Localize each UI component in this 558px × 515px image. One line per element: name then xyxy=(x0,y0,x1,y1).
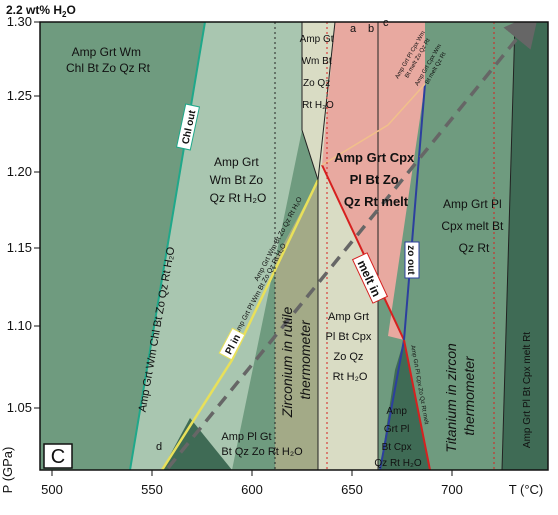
bottom-left-field xyxy=(162,418,232,470)
melt-field xyxy=(322,22,425,340)
melt-field-label: Amp Grt Cpx Pl Bt Zo Qz Rt melt xyxy=(334,150,418,209)
upper-boundary xyxy=(317,22,336,181)
zr-in-rutile-label: Zirconium in rutile thermometer xyxy=(279,303,313,418)
far-right-field xyxy=(502,22,548,470)
melt-top-boundary xyxy=(387,83,426,126)
far-right-field-label: Amp Grt Pl Bt Cpx melt Rt xyxy=(522,332,533,448)
pl-in-label-box xyxy=(218,327,246,361)
zo-out-label-box xyxy=(404,241,420,279)
water-content-header: 2.2 wt% H2O xyxy=(6,3,76,19)
y-tick-1.05: 1.05 xyxy=(7,400,32,415)
col-a-field-label: Amp Gt Wm Bt Zo Qz Rt H₂O xyxy=(300,34,337,111)
center-boundary xyxy=(301,22,319,470)
mid-upper-field-label: Amp Grt Wm Bt Zo Qz Rt H₂O xyxy=(210,155,267,205)
y-tick-1.30: 1.30 xyxy=(7,14,32,29)
x-tick-650: 650 xyxy=(341,482,363,497)
chl-out-line xyxy=(129,22,206,470)
x-tick-700: 700 xyxy=(441,482,463,497)
x-tick-600: 600 xyxy=(241,482,263,497)
letter-b: b xyxy=(368,23,374,35)
y-tick-1.10: 1.10 xyxy=(7,318,32,333)
plot-frame xyxy=(39,21,549,471)
letter-a: a xyxy=(350,23,357,35)
bottom-left-field-label: Amp Pl Gt Bt Qz Zo Rt H₂O xyxy=(221,431,303,458)
bottom-right-small-field-label: Amp Grt Pl Bt Cpx Qz Rt H₂O xyxy=(374,406,421,469)
zo-out-label: zo out xyxy=(405,245,416,275)
panel-label: C xyxy=(51,446,65,468)
far-right-boundary xyxy=(501,22,516,470)
right-field-label: Amp Grt Pl Cpx melt Bt Qz Rt xyxy=(441,197,506,255)
ti-in-zircon-label: Titanium in zircon thermometer xyxy=(443,339,477,452)
chl-out-label-box xyxy=(175,103,201,151)
dark-field xyxy=(380,340,430,470)
small-letter-labels: a b c d xyxy=(156,17,389,453)
melt-top-boundary-2 xyxy=(321,124,389,166)
melt-in-lower-line xyxy=(403,339,431,470)
mid-lower-field-label: Amp Grt Pl Bt Cpx Zo Qz Rt H₂O xyxy=(326,311,375,383)
x-axis: 500 550 600 650 700 T (°C) xyxy=(41,470,543,497)
melt-in-label-box xyxy=(351,252,389,304)
y-tick-1.20: 1.20 xyxy=(7,164,32,179)
letter-c: c xyxy=(383,17,389,29)
left-diag-field xyxy=(130,22,302,470)
y-axis-label: P (GPa) xyxy=(0,447,15,494)
x-tick-500: 500 xyxy=(41,482,63,497)
y-tick-1.25: 1.25 xyxy=(7,88,32,103)
x-tick-550: 550 xyxy=(141,482,163,497)
pl-in-line xyxy=(160,179,320,470)
y-tick-1.15: 1.15 xyxy=(7,240,32,255)
x-axis-label: T (°C) xyxy=(509,482,544,497)
panel-label-box xyxy=(43,443,73,469)
letter-d: d xyxy=(156,441,162,453)
plot-area xyxy=(40,22,548,470)
y-axis: 1.30 1.25 1.20 1.15 1.10 1.05 P (GPa) xyxy=(0,14,40,493)
pt-path-arrow xyxy=(166,22,540,470)
zr-rutile-zone xyxy=(275,180,318,470)
melt-in-line xyxy=(321,164,405,341)
top-left-field-label: Amp Grt Wm Chl Bt Zo Qz Rt xyxy=(66,45,151,75)
